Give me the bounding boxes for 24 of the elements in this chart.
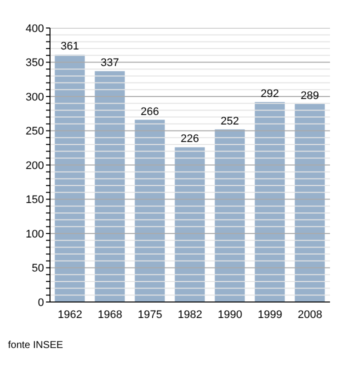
x-tick-label: 1968 [98,308,122,321]
x-tick-label: 1962 [58,308,82,321]
y-tick-label: 200 [26,160,44,172]
y-tick-label: 350 [26,57,44,70]
y-tick-label: 300 [26,91,44,104]
x-tick-label: 1982 [178,308,202,321]
y-tick-label: 400 [26,22,44,35]
source-note: fonte INSEE [8,340,64,351]
x-tick-label: 1990 [218,308,242,321]
data-label: 266 [140,106,159,118]
x-tick-label: 1999 [258,308,282,321]
data-label: 292 [260,88,279,100]
y-tick-label: 250 [26,126,44,138]
data-label: 252 [220,115,239,128]
y-tick-label: 150 [26,194,44,206]
x-tick-label: 1975 [138,308,162,321]
y-tick-label: 0 [38,296,44,309]
x-tick-label: 2008 [298,308,322,321]
y-tick-label: 50 [32,262,44,275]
data-label: 289 [300,90,319,102]
data-label: 337 [100,57,119,70]
y-tick-label: 100 [26,228,44,240]
data-label: 226 [180,133,199,146]
data-label: 361 [60,40,79,53]
